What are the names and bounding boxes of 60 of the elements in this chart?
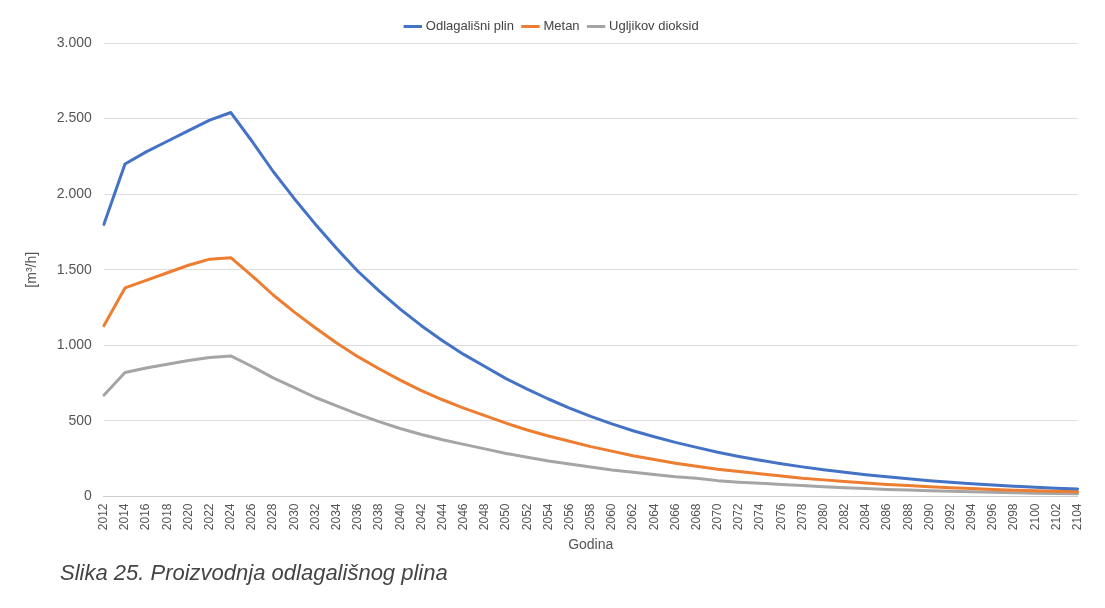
x-tick-label: 2018 xyxy=(159,503,174,531)
y-tick-label: 0 xyxy=(84,487,93,504)
x-tick-label: 2044 xyxy=(434,503,449,531)
x-tick-label: 2026 xyxy=(244,503,259,531)
x-tick-label: 2028 xyxy=(265,503,280,531)
x-tick-label: 2092 xyxy=(942,503,957,531)
x-tick-label: 2104 xyxy=(1069,503,1084,531)
y-tick-label: 3.000 xyxy=(56,33,93,50)
x-tick-label: 2070 xyxy=(710,503,725,531)
legend-label: Ugljikov dioksid xyxy=(609,18,699,34)
x-tick-label: 2076 xyxy=(773,503,788,531)
x-tick-label: 2052 xyxy=(519,503,534,531)
x-tick-label: 2074 xyxy=(752,503,767,531)
x-axis-title: Godina xyxy=(568,536,614,553)
y-tick-label: 2.500 xyxy=(56,109,93,126)
x-tick-label: 2012 xyxy=(96,503,111,531)
x-tick-label: 2062 xyxy=(625,503,640,531)
x-tick-label: 2030 xyxy=(286,503,301,531)
x-tick-label: 2032 xyxy=(307,503,322,531)
x-tick-label: 2086 xyxy=(879,503,894,531)
x-tick-label: 2072 xyxy=(731,503,746,531)
y-tick-label: 2.000 xyxy=(56,185,93,202)
x-tick-label: 2046 xyxy=(456,503,471,531)
x-tick-label: 2078 xyxy=(794,503,809,531)
x-tick-label: 2048 xyxy=(477,503,492,531)
x-tick-label: 2080 xyxy=(815,503,830,531)
x-tick-label: 2058 xyxy=(583,503,598,531)
x-tick-label: 2094 xyxy=(964,503,979,531)
x-tick-label: 2098 xyxy=(1006,503,1021,531)
x-tick-label: 2036 xyxy=(350,503,365,531)
legend-label: Metan xyxy=(543,18,580,34)
x-tick-label: 2020 xyxy=(180,503,195,531)
x-tick-label: 2034 xyxy=(329,503,343,531)
x-tick-label: 2040 xyxy=(392,503,407,531)
x-tick-label: 2016 xyxy=(138,503,153,531)
x-tick-label: 2096 xyxy=(985,503,1000,531)
x-tick-label: 2082 xyxy=(837,503,852,531)
x-tick-label: 2056 xyxy=(561,503,576,531)
x-tick-label: 2084 xyxy=(858,503,873,531)
x-tick-label: 2068 xyxy=(688,503,703,531)
x-tick-label: 2054 xyxy=(540,503,555,531)
y-axis-title: [m³/h] xyxy=(23,251,40,288)
x-tick-label: 2050 xyxy=(498,503,513,531)
x-tick-label: 2102 xyxy=(1048,503,1063,531)
y-tick-label: 500 xyxy=(68,411,93,428)
x-tick-label: 2066 xyxy=(667,503,682,531)
x-tick-label: 2038 xyxy=(371,503,386,531)
x-tick-label: 2014 xyxy=(117,503,132,531)
x-tick-label: 2064 xyxy=(646,503,661,531)
y-tick-label: 1.500 xyxy=(56,260,93,277)
x-tick-label: 2022 xyxy=(201,503,216,531)
x-tick-label: 2060 xyxy=(604,503,619,531)
x-tick-label: 2088 xyxy=(900,503,915,531)
x-tick-label: 2042 xyxy=(413,503,428,531)
text: Slika 25. Proizvodnja odlagališnog plina xyxy=(60,560,448,586)
x-tick-label: 2100 xyxy=(1027,503,1042,531)
x-tick-label: 2090 xyxy=(921,503,936,531)
legend-label: Odlagališni plin xyxy=(425,18,514,34)
y-tick-label: 1.000 xyxy=(56,336,93,353)
x-tick-label: 2024 xyxy=(223,503,238,531)
